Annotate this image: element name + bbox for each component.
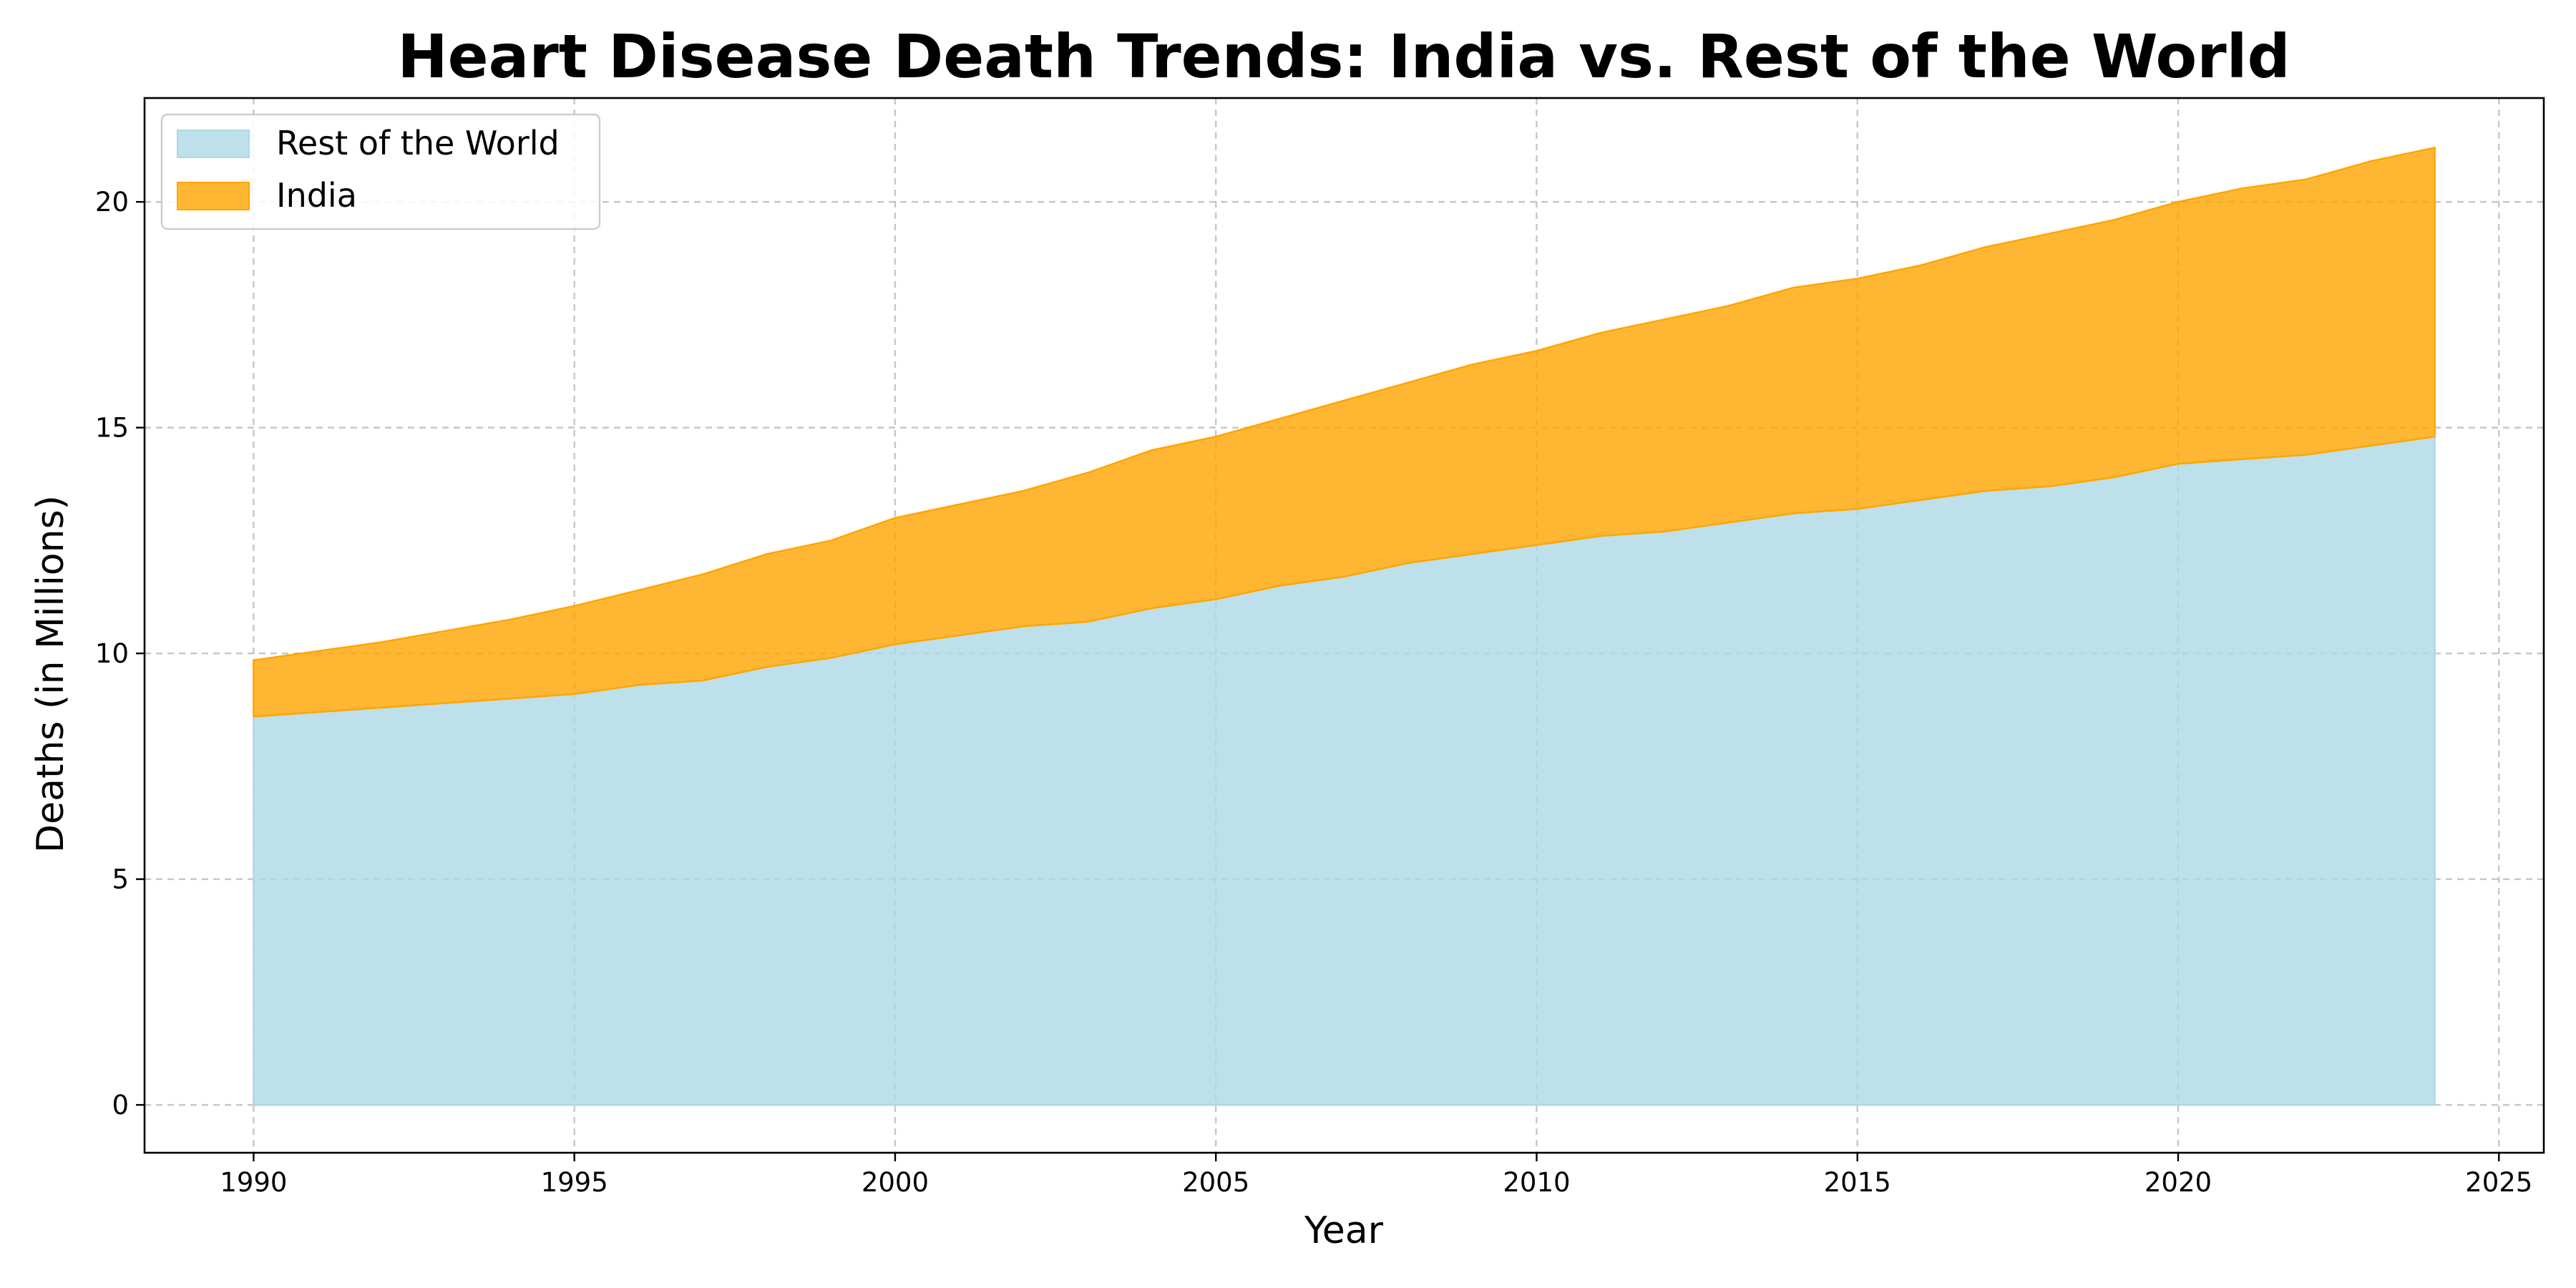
y-axis-label: Deaths (in Millions) xyxy=(29,495,72,853)
x-tick-label-2000: 2000 xyxy=(862,1167,929,1198)
x-tick-label-2020: 2020 xyxy=(2145,1167,2212,1198)
tick-layer: 1990 1995 2000 2005 2010 2015 2020 2025 0 5 10 15 20 xyxy=(95,187,2532,1198)
y-tick-label-0: 0 xyxy=(112,1090,129,1121)
area-layer xyxy=(253,147,2436,1106)
legend-frame xyxy=(160,113,601,230)
chart-title: Heart Disease Death Trends: India vs. Re… xyxy=(397,21,2290,92)
legend-swatch-rest-of-the-world xyxy=(177,130,250,158)
legend-label-india: India xyxy=(276,176,357,215)
y-tick-label-20: 20 xyxy=(95,187,129,218)
plot-frame xyxy=(143,97,2545,1154)
legend-label-rest-of-the-world: Rest of the World xyxy=(276,124,560,162)
legend: Rest of the World India xyxy=(160,113,601,230)
x-tick-label-2005: 2005 xyxy=(1182,1167,1249,1198)
x-tick-label-2025: 2025 xyxy=(2465,1167,2532,1198)
x-tick-label-1995: 1995 xyxy=(541,1167,608,1198)
legend-swatch-india xyxy=(177,182,250,210)
y-tick-label-10: 10 xyxy=(95,638,129,669)
x-tick-label-2015: 2015 xyxy=(1824,1167,1891,1198)
y-tick-label-15: 15 xyxy=(95,413,129,444)
x-tick-label-1990: 1990 xyxy=(220,1167,287,1198)
x-axis-label: Year xyxy=(1304,1209,1384,1252)
area-india xyxy=(253,147,2436,718)
y-tick-label-5: 5 xyxy=(112,864,129,895)
x-tick-label-2010: 2010 xyxy=(1503,1167,1570,1198)
